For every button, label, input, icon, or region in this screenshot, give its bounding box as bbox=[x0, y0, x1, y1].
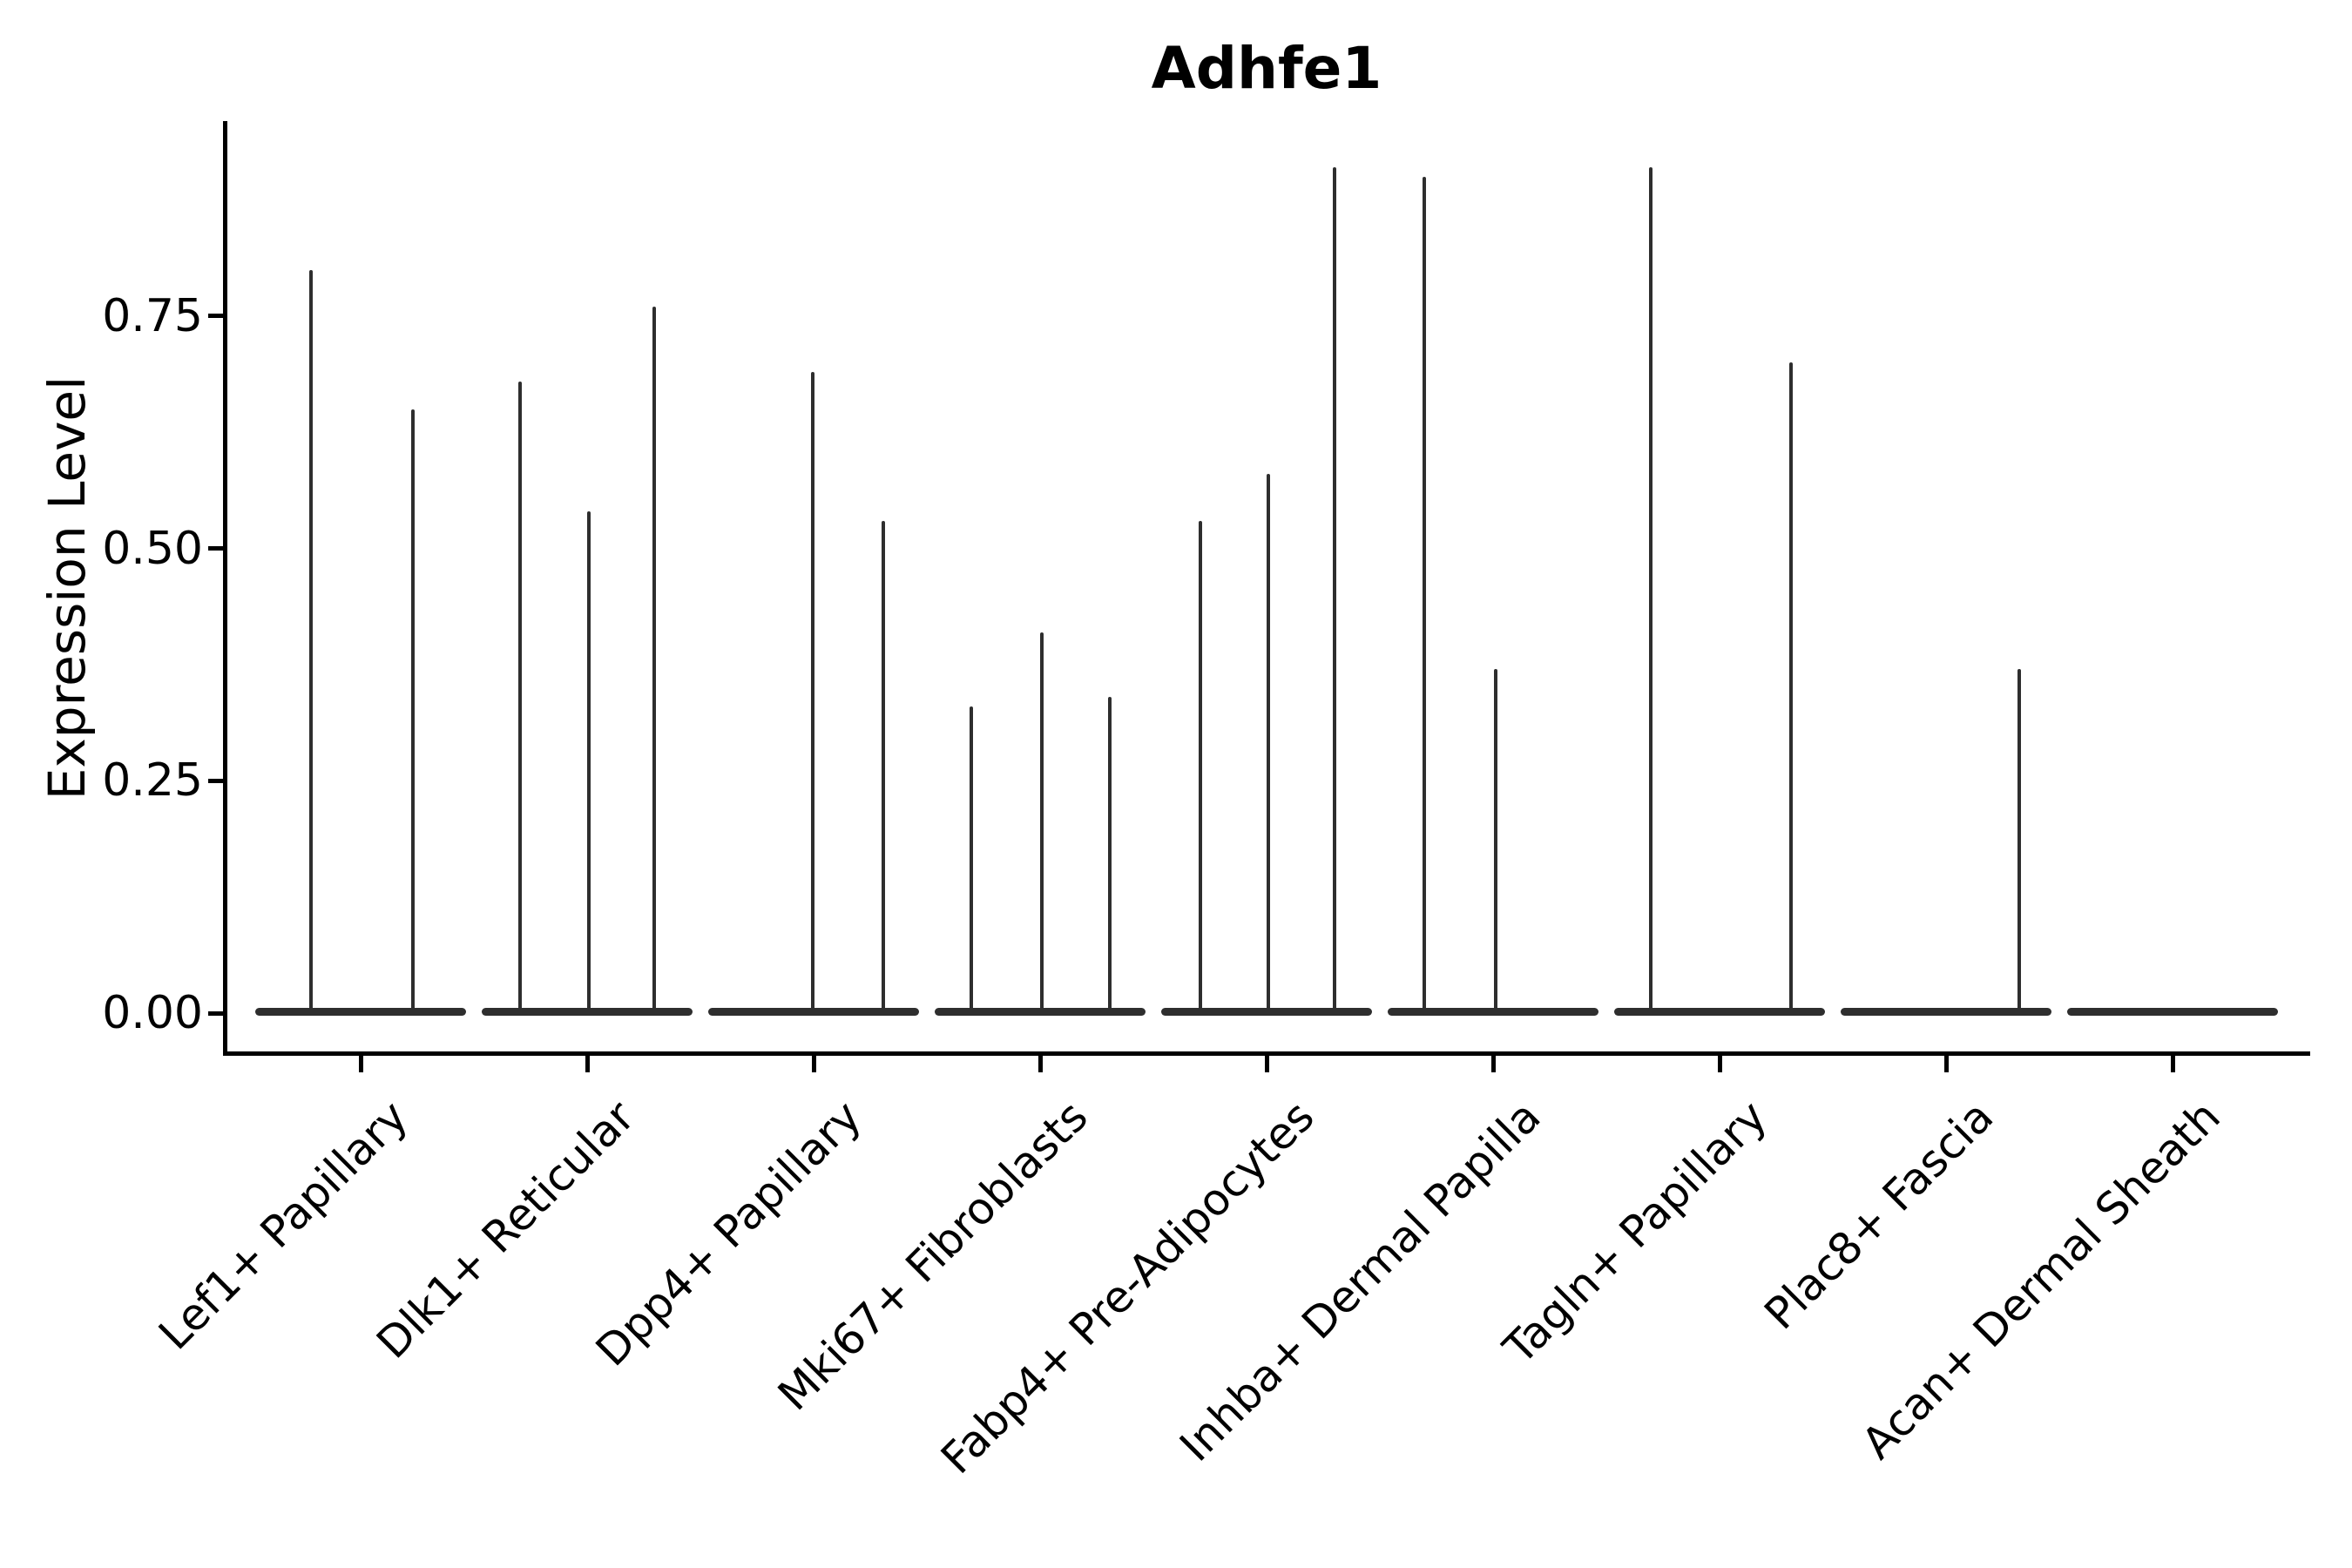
violin-spike bbox=[1266, 474, 1271, 1014]
violin-spike bbox=[586, 510, 591, 1014]
violin-spike bbox=[308, 269, 314, 1014]
violin-base bbox=[1388, 1008, 1598, 1016]
x-tick-mark bbox=[1264, 1056, 1269, 1072]
y-tick-label: 0.00 bbox=[102, 987, 203, 1039]
violin-spike bbox=[969, 706, 974, 1014]
y-tick-mark bbox=[208, 314, 223, 319]
x-tick-label: Plac8+ Fascia bbox=[1754, 1091, 2004, 1340]
violin-base bbox=[2067, 1008, 2278, 1016]
y-tick-mark bbox=[208, 546, 223, 551]
x-tick-mark bbox=[1717, 1056, 1722, 1072]
y-axis-label: Expression Level bbox=[37, 375, 97, 801]
y-tick-label: 0.75 bbox=[102, 289, 203, 342]
violin-spike bbox=[652, 307, 657, 1014]
violin-base bbox=[255, 1008, 466, 1016]
y-tick-label: 0.50 bbox=[102, 522, 203, 575]
violin-spike bbox=[1107, 697, 1112, 1014]
violin-spike bbox=[1788, 362, 1794, 1014]
plot-title: Adhfe1 bbox=[1151, 35, 1382, 102]
x-tick-mark bbox=[2170, 1056, 2175, 1072]
violin-spike bbox=[1493, 669, 1498, 1014]
violin-spike bbox=[810, 371, 815, 1014]
violin-spike bbox=[1332, 167, 1337, 1014]
x-axis-spine bbox=[223, 1051, 2310, 1056]
violin-spike bbox=[1422, 176, 1427, 1014]
x-tick-mark bbox=[1037, 1056, 1043, 1072]
violin-spike bbox=[2017, 669, 2022, 1014]
violin-spike bbox=[881, 520, 886, 1014]
x-tick-label: Lef1+ Papillary bbox=[149, 1091, 418, 1360]
x-tick-mark bbox=[585, 1056, 590, 1072]
violin-spike bbox=[410, 409, 416, 1014]
x-tick-mark bbox=[1490, 1056, 1496, 1072]
violin-base bbox=[1841, 1008, 2051, 1016]
y-tick-label: 0.25 bbox=[102, 754, 203, 808]
x-tick-mark bbox=[811, 1056, 816, 1072]
violin-base bbox=[1614, 1008, 1825, 1016]
x-tick-label: Fabp4+ Pre-Adipocytes bbox=[931, 1091, 1324, 1484]
violin-spike bbox=[1039, 632, 1044, 1014]
y-tick-mark bbox=[208, 778, 223, 783]
x-tick-mark bbox=[1943, 1056, 1949, 1072]
violin-spike bbox=[1648, 167, 1653, 1014]
x-tick-mark bbox=[358, 1056, 363, 1072]
y-axis-spine bbox=[223, 121, 227, 1056]
y-tick-mark bbox=[208, 1010, 223, 1016]
violin-spike bbox=[517, 381, 523, 1014]
x-tick-label: Inhba+ Dermal Papilla bbox=[1170, 1091, 1551, 1471]
violin-spike bbox=[1198, 520, 1203, 1014]
